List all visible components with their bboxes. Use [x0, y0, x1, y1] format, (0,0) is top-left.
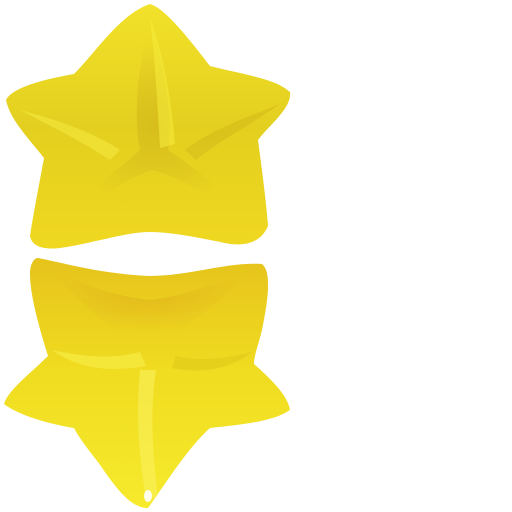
lower-star-piece	[4, 258, 290, 508]
upper-star-piece	[6, 4, 291, 249]
